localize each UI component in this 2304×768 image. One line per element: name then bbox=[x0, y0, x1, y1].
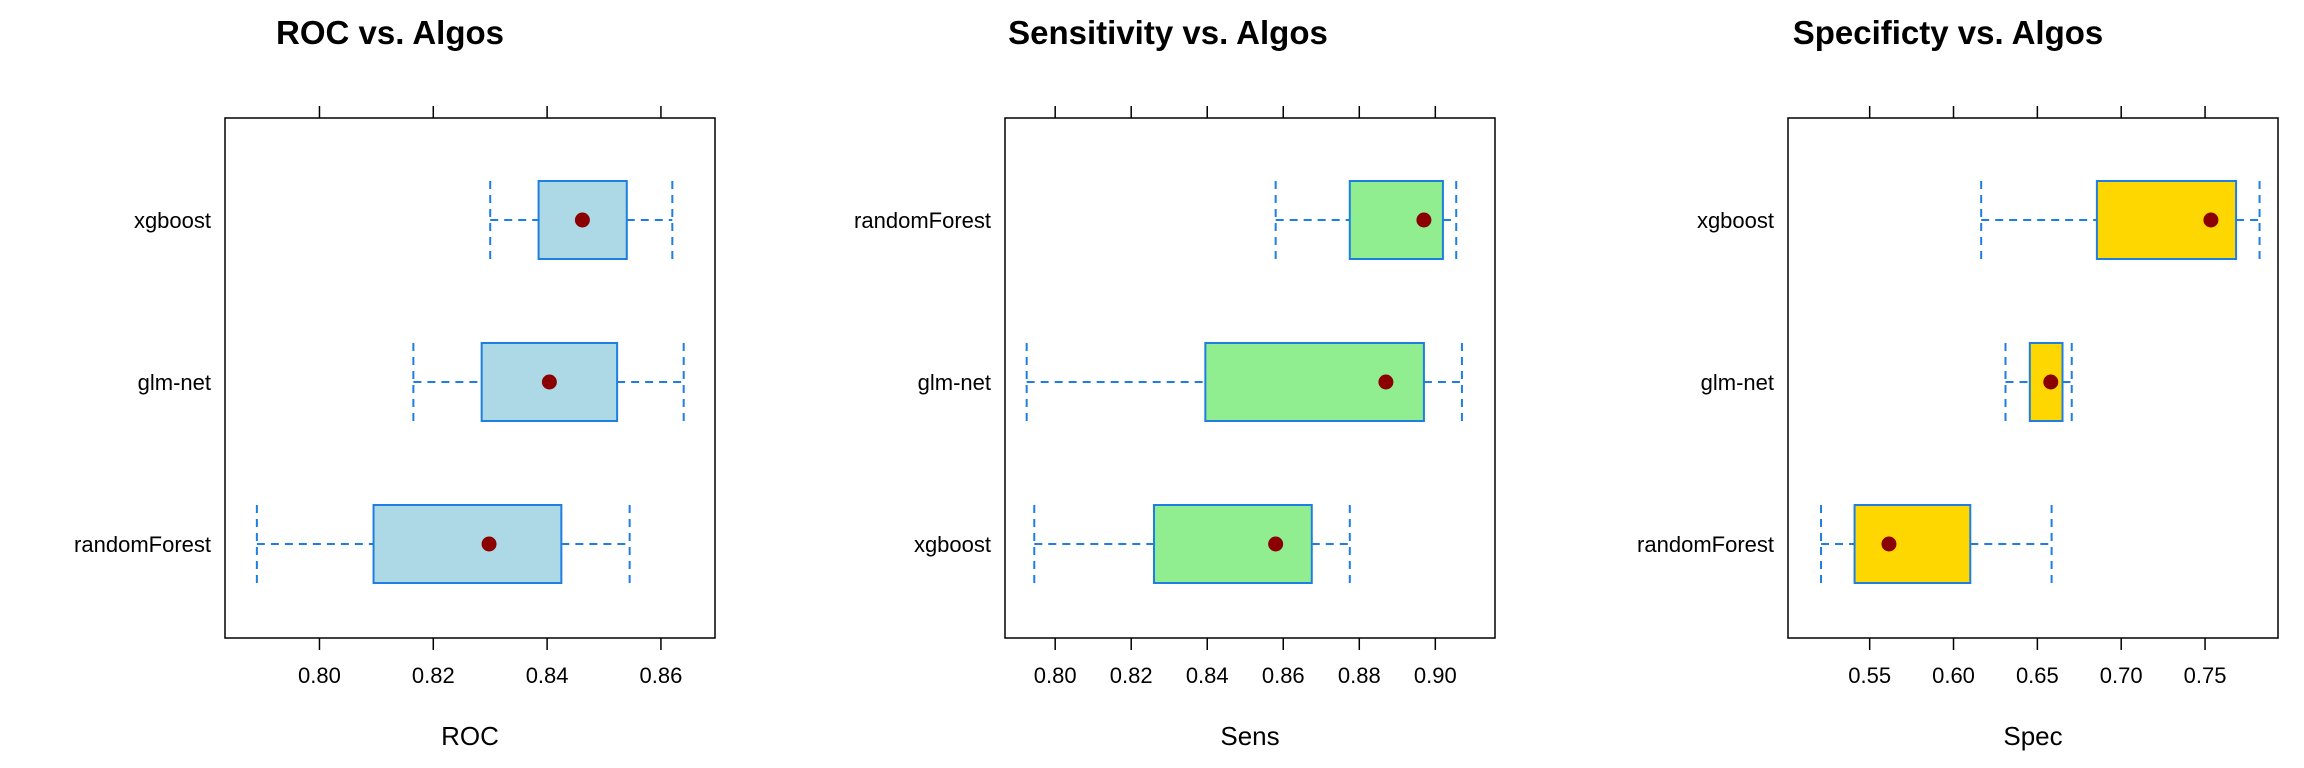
median-dot bbox=[574, 212, 590, 228]
plot-frame bbox=[1787, 117, 2279, 639]
tick-label: 0.86 bbox=[1262, 663, 1305, 688]
box-glm-net: glm-net bbox=[138, 342, 685, 422]
category-label: glm-net bbox=[1701, 370, 1774, 395]
tick-label: 0.80 bbox=[298, 663, 341, 688]
tick-label: 0.88 bbox=[1338, 663, 1381, 688]
plot-frame bbox=[1004, 117, 1496, 639]
median-dot bbox=[1268, 536, 1284, 552]
tick-label: 0.82 bbox=[1110, 663, 1153, 688]
median-dot bbox=[541, 374, 557, 390]
category-label: glm-net bbox=[918, 370, 991, 395]
panel-1: ROC vs. Algos 0.80 0.82 0.84 0.86 ROC xgboost g… bbox=[74, 14, 716, 751]
box-glm-net: glm-net bbox=[1701, 342, 2073, 422]
tick-label: 0.70 bbox=[2100, 663, 2143, 688]
tick-label: 0.84 bbox=[526, 663, 569, 688]
tick-label: 0.84 bbox=[1186, 663, 1229, 688]
median-dot bbox=[481, 536, 497, 552]
tick-label: 0.75 bbox=[2184, 663, 2227, 688]
tick-label: 0.82 bbox=[412, 663, 455, 688]
iqr-box bbox=[1153, 504, 1313, 584]
box-xgboost: xgboost bbox=[134, 180, 674, 260]
box-xgboost: xgboost bbox=[1697, 180, 2261, 260]
median-dot bbox=[2043, 374, 2059, 390]
box-randomForest: randomForest bbox=[1637, 504, 2053, 584]
tick-label: 0.90 bbox=[1414, 663, 1457, 688]
x-axis-label: Spec bbox=[2003, 721, 2062, 751]
iqr-box bbox=[372, 504, 563, 584]
tick-label: 0.60 bbox=[1932, 663, 1975, 688]
box-xgboost: xgboost bbox=[914, 504, 1351, 584]
panel-title: Specificty vs. Algos bbox=[1793, 14, 2104, 51]
plot-frame bbox=[224, 117, 716, 639]
category-label: xgboost bbox=[914, 532, 991, 557]
tick-label: 0.80 bbox=[1034, 663, 1077, 688]
median-dot bbox=[2203, 212, 2219, 228]
category-label: randomForest bbox=[1637, 532, 1774, 557]
median-dot bbox=[1378, 374, 1394, 390]
panel-2: Sensitivity vs. Algos 0.80 0.82 0.84 0.86 0.8… bbox=[854, 14, 1496, 751]
category-label: xgboost bbox=[134, 208, 211, 233]
panel-3: Specificty vs. Algos 0.55 0.60 0.65 0.70 0.75… bbox=[1637, 14, 2279, 751]
tick-label: 0.65 bbox=[2016, 663, 2059, 688]
category-label: randomForest bbox=[854, 208, 991, 233]
category-label: glm-net bbox=[138, 370, 211, 395]
median-dot bbox=[1416, 212, 1432, 228]
category-label: xgboost bbox=[1697, 208, 1774, 233]
box-glm-net: glm-net bbox=[918, 342, 1463, 422]
tick-label: 0.86 bbox=[640, 663, 683, 688]
x-axis-label: ROC bbox=[441, 721, 499, 751]
iqr-box bbox=[1853, 504, 1972, 584]
box-randomForest: randomForest bbox=[854, 180, 1458, 260]
box-randomForest: randomForest bbox=[74, 504, 631, 584]
x-axis-label: Sens bbox=[1220, 721, 1279, 751]
panel-title: ROC vs. Algos bbox=[276, 14, 504, 51]
median-dot bbox=[1881, 536, 1897, 552]
category-label: randomForest bbox=[74, 532, 211, 557]
panel-title: Sensitivity vs. Algos bbox=[1008, 14, 1328, 51]
tick-label: 0.55 bbox=[1848, 663, 1891, 688]
